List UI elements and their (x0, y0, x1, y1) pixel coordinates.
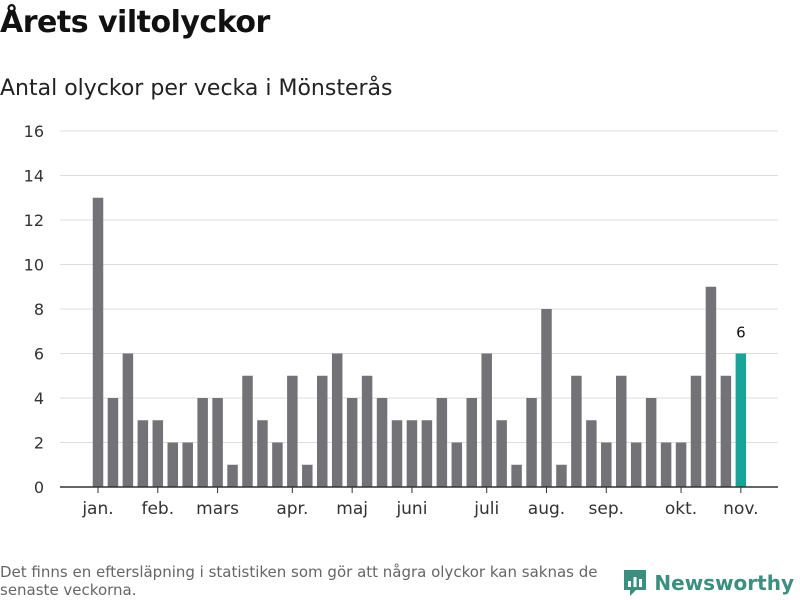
y-tick-label: 2 (34, 434, 44, 453)
x-tick-label: juni (395, 499, 427, 519)
bar (137, 420, 149, 487)
bar (601, 442, 612, 487)
y-tick-label: 10 (24, 256, 44, 275)
newsworthy-icon (624, 570, 647, 596)
bar (361, 375, 373, 487)
bar (675, 442, 687, 487)
bar (541, 309, 552, 487)
bar (167, 442, 178, 487)
bar (421, 420, 433, 487)
bar (346, 398, 358, 487)
y-tick-label: 12 (24, 211, 44, 230)
y-tick-label: 0 (34, 478, 44, 497)
bar (616, 375, 627, 487)
bar (302, 464, 313, 487)
bar (481, 353, 492, 487)
bar-chart: 0 2 4 6 8 10 12 14 16 6 jan. feb. mars apr. maj juni jul… (24, 122, 778, 519)
bar (571, 375, 582, 487)
x-tick-label: juli (473, 499, 499, 519)
bar (122, 353, 134, 487)
bar (317, 375, 328, 487)
bar (92, 197, 104, 487)
bar (645, 398, 657, 487)
bar (182, 442, 193, 487)
y-tick-label: 4 (34, 389, 44, 408)
bar (690, 375, 702, 487)
bar (496, 420, 507, 487)
bar (511, 464, 522, 487)
chart-title: Årets viltolyckor (0, 5, 270, 40)
bar (436, 398, 448, 487)
bar (212, 398, 223, 487)
bar (391, 420, 403, 487)
footnote: Det finns en eftersläpning i statistiken… (0, 563, 598, 599)
y-tick-label: 14 (24, 167, 44, 186)
x-tick-label: sep. (589, 499, 625, 519)
bar (287, 375, 298, 487)
bar (331, 353, 343, 487)
bar (705, 286, 717, 487)
bar (526, 398, 537, 487)
y-tick-label: 8 (34, 300, 44, 319)
bar (107, 398, 119, 487)
bar (586, 420, 597, 487)
bar (242, 375, 253, 487)
data-label: 6 (736, 324, 746, 342)
bar (660, 442, 672, 487)
y-tick-label: 16 (24, 122, 44, 141)
x-tick-label: mars (196, 499, 239, 519)
brand-logo: Newsworthy (622, 568, 794, 598)
chart-subtitle: Antal olyckor per vecka i Mönsterås (0, 76, 393, 101)
brand-name: Newsworthy (654, 571, 794, 595)
x-tick-label: nov. (723, 499, 758, 519)
bar-highlight (735, 353, 747, 487)
bar (257, 420, 268, 487)
bar (406, 420, 418, 487)
x-tick-label: maj (336, 499, 368, 519)
bar (630, 442, 642, 487)
bar (376, 398, 388, 487)
bar (272, 442, 283, 487)
bar (152, 420, 164, 487)
x-tick-label: apr. (276, 499, 308, 519)
bar (197, 398, 208, 487)
x-tick-label: jan. (81, 499, 113, 519)
x-tick-label: aug. (528, 499, 565, 519)
x-tick-label: okt. (665, 499, 697, 519)
bar (556, 464, 567, 487)
bar (466, 398, 477, 487)
y-tick-label: 6 (34, 345, 44, 364)
bar (227, 464, 238, 487)
x-tick-label: feb. (141, 499, 174, 519)
bar (720, 375, 732, 487)
bar (451, 442, 463, 487)
